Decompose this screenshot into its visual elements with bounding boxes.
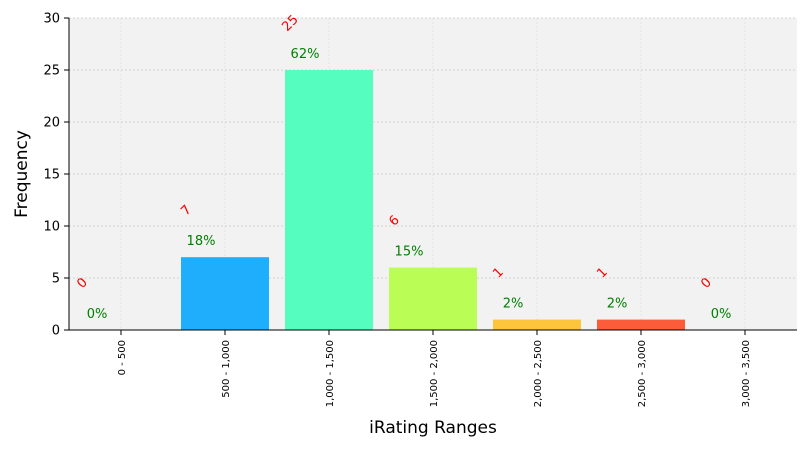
x-tick-label: 2,500 - 3,000: [637, 340, 648, 407]
percent-label: 2%: [503, 297, 524, 312]
x-tick-label: 1,500 - 2,000: [429, 340, 440, 407]
percent-label: 0%: [87, 307, 108, 322]
percent-label: 62%: [291, 47, 320, 62]
bars: [181, 70, 685, 330]
percent-label: 18%: [187, 234, 216, 249]
x-tick-label: 500 - 1,000: [221, 340, 232, 398]
percent-label: 15%: [395, 245, 424, 260]
x-tick-label: 0 - 500: [117, 340, 128, 375]
percent-label: 2%: [607, 297, 628, 312]
x-tick-label: 2,000 - 2,500: [533, 340, 544, 407]
bar: [181, 257, 269, 330]
percent-label: 0%: [711, 307, 732, 322]
y-tick-label: 30: [43, 12, 60, 27]
x-tick-label: 3,000 - 3,500: [741, 340, 752, 407]
x-tick-labels: 0 - 500 500 - 1,000 1,000 - 1,500 1,500 - 2…: [117, 330, 752, 407]
x-tick-label: 1,000 - 1,500: [325, 340, 336, 407]
y-tick-label: 5: [52, 272, 60, 287]
y-tick-label: 20: [43, 116, 60, 131]
bar: [597, 319, 685, 330]
y-tick-label: 0: [52, 324, 60, 339]
y-tick-label: 15: [43, 168, 60, 183]
y-tick-label: 10: [43, 220, 60, 235]
bar: [493, 319, 581, 330]
bar: [389, 267, 477, 330]
bar: [285, 70, 373, 330]
y-tick-label: 25: [43, 64, 60, 79]
y-tick-labels: 0 5 10 15 20 25 30: [43, 12, 69, 339]
y-axis-label: Frequency: [12, 130, 32, 218]
x-axis-label: iRating Ranges: [369, 418, 497, 438]
